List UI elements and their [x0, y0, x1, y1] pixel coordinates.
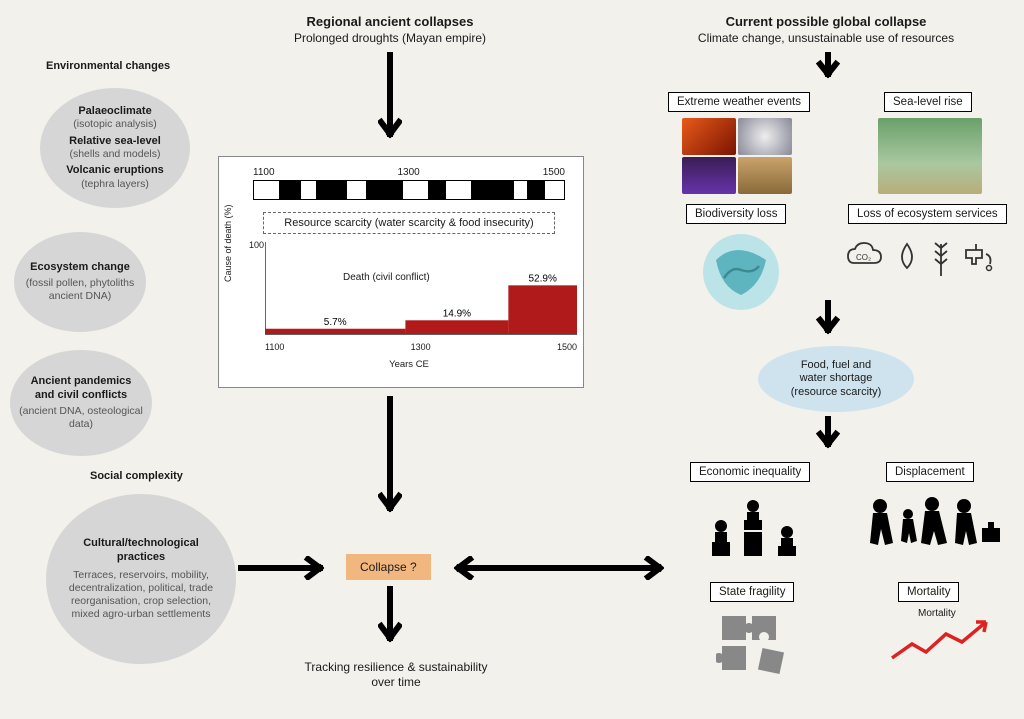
social-heading: Social complexity [90, 470, 183, 482]
chart-xtick-0: 1100 [265, 342, 284, 352]
wheat-icon [930, 238, 952, 278]
bubble-pandemics: Ancient pandemics and civil conflicts (a… [10, 350, 152, 456]
bubble1-l2s: (shells and models) [69, 148, 160, 161]
resource-scarcity-box: Resource scarcity (water scarcity & food… [263, 212, 555, 234]
cloud-co2-icon: CO₂ [846, 241, 884, 275]
center-header: Regional ancient collapses Prolonged dro… [250, 14, 530, 46]
right-header-bold: Current possible global collapse [656, 14, 996, 31]
right-header-sub: Climate change, unsustainable use of res… [656, 31, 996, 47]
bubble-palaeoclimate: Palaeoclimate (isotopic analysis) Relati… [40, 88, 190, 208]
arrow-right-social [238, 556, 338, 580]
eco-icons: CO₂ [846, 238, 996, 278]
arrow-bidir [444, 556, 674, 580]
bubble4-t: Cultural/technological practices [54, 537, 228, 565]
photo-flood [878, 118, 982, 194]
displacement-icon [866, 488, 1006, 560]
photo-fire [682, 118, 736, 155]
bubble3-t: Ancient pandemics and civil conflicts [18, 375, 144, 403]
photo-drought [738, 157, 792, 194]
env-heading: Environmental changes [46, 60, 170, 72]
center-header-bold: Regional ancient collapses [250, 14, 530, 31]
bubble1-l3s: (tephra layers) [81, 178, 149, 191]
puzzle-icon [716, 610, 796, 676]
chart-xlabel: Years CE [253, 359, 565, 370]
box-econ: Economic inequality [690, 462, 810, 482]
death-chart: Cause of death (%) 100 5.7%14.9%52.9% 11… [253, 242, 565, 352]
globe-icon [696, 230, 786, 314]
chart-ylabel: Cause of death (%) [223, 204, 233, 282]
chart-svg: 5.7% 14.9% 52.9% [265, 242, 577, 342]
chart-ytick-top: 100 [249, 240, 264, 250]
tracking-text: Tracking resilience & sustainability ove… [296, 660, 496, 690]
scarcity-ellipse: Food, fuel and water shortage (resource … [758, 346, 914, 412]
tap-icon [962, 240, 996, 276]
box-state: State fragility [710, 582, 794, 602]
timeline-tick-1: 1300 [398, 167, 420, 178]
inequality-icon [700, 490, 810, 560]
arrow-down-r2 [816, 300, 840, 344]
svg-text:52.9%: 52.9% [529, 273, 557, 284]
box-bio: Biodiversity loss [686, 204, 786, 224]
box-eco: Loss of ecosystem services [848, 204, 1007, 224]
ellipse-l1: Food, fuel and [758, 359, 914, 372]
box-disp: Displacement [886, 462, 974, 482]
bubble1-l2b: Relative sea-level [69, 135, 161, 149]
right-header: Current possible global collapse Climate… [656, 14, 996, 46]
chart-series-label: Death (civil conflict) [343, 272, 430, 283]
ellipse-l2: water shortage [758, 372, 914, 385]
chart-xtick-2: 1500 [557, 342, 577, 352]
photo-grid-weather [682, 118, 792, 194]
ellipse-l3: (resource scarcity) [758, 386, 914, 399]
arrow-down-1 [378, 52, 402, 152]
chart-panel: 1100 1300 1500 Resource scarcity (water … [218, 156, 584, 388]
bubble-cultural: Cultural/technological practices Terrace… [46, 494, 236, 664]
bubble1-l1b: Palaeoclimate [78, 105, 151, 119]
drop-icon [894, 241, 920, 275]
box-mort: Mortality [898, 582, 959, 602]
arrow-down-r1 [816, 52, 840, 86]
box-sea: Sea-level rise [884, 92, 972, 112]
mortality-trend-icon [888, 616, 998, 666]
photo-hurricane [738, 118, 792, 155]
bubble1-l3b: Volcanic eruptions [66, 164, 164, 178]
bubble4-s: Terraces, reservoirs, mobility, decentra… [54, 569, 228, 622]
svg-text:14.9%: 14.9% [443, 308, 471, 319]
arrow-down-r3 [816, 416, 840, 458]
chart-xtick-1: 1300 [411, 342, 431, 352]
bubble-ecosystem: Ecosystem change (fossil pollen, phytoli… [14, 232, 146, 332]
bubble2-s: (fossil pollen, phytoliths ancient DNA) [22, 277, 138, 303]
box-extreme: Extreme weather events [668, 92, 810, 112]
photo-lightning [682, 157, 736, 194]
arrow-down-2 [378, 396, 402, 526]
bubble2-t: Ecosystem change [30, 261, 130, 275]
collapse-box: Collapse ? [346, 554, 431, 580]
center-header-sub: Prolonged droughts (Mayan empire) [250, 31, 530, 47]
timeline-tick-2: 1500 [543, 167, 565, 178]
bubble1-l1s: (isotopic analysis) [73, 118, 156, 131]
svg-text:CO₂: CO₂ [856, 253, 871, 262]
arrow-down-3 [378, 586, 402, 656]
svg-text:5.7%: 5.7% [324, 317, 347, 328]
timeline-tick-0: 1100 [253, 167, 275, 178]
bubble3-s: (ancient DNA, osteological data) [18, 405, 144, 431]
timeline-strip [253, 180, 565, 200]
